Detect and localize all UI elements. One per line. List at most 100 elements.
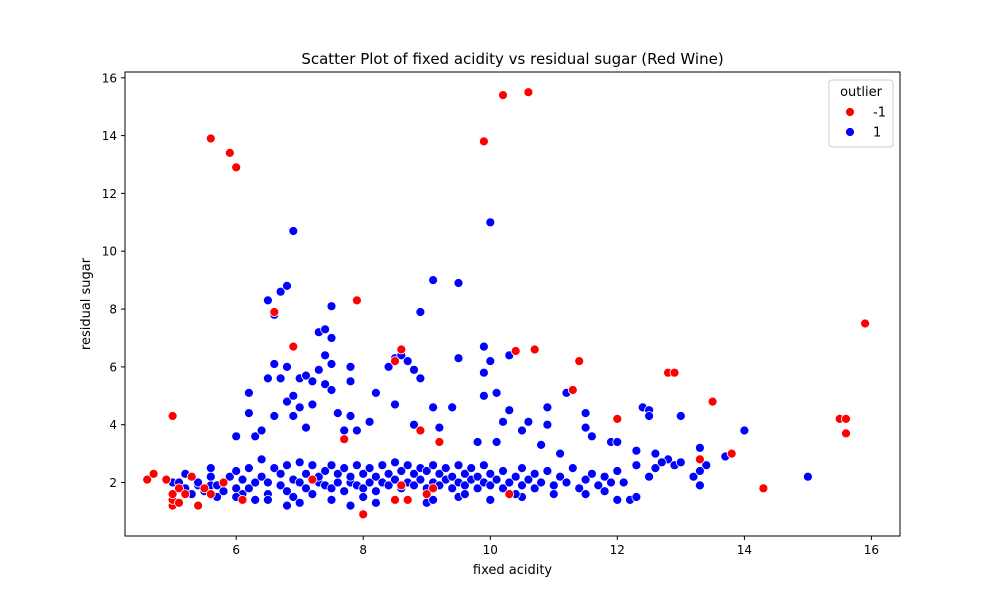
inlier-point-74 (542, 402, 553, 413)
inlier-point-195 (517, 480, 527, 491)
inlier-point-237 (370, 497, 381, 508)
inlier-point-64 (485, 217, 496, 228)
outlier-point-14 (205, 133, 216, 144)
outlier-point-31 (421, 489, 432, 500)
inlier-point-49 (402, 356, 413, 367)
points-layer (142, 87, 870, 520)
inlier-point-221 (695, 466, 705, 476)
inlier-point-19 (288, 226, 299, 236)
inlier-point-113 (243, 483, 254, 494)
outlier-point-9 (180, 489, 191, 500)
inlier-point-199 (529, 468, 540, 479)
legend-label-outlier: -1 (873, 106, 886, 121)
inlier-point-145 (345, 471, 356, 482)
outlier-point-20 (288, 341, 299, 352)
inlier-point-60 (472, 437, 483, 447)
inlier-point-7 (250, 431, 261, 442)
outlier-point-16 (224, 147, 235, 158)
inlier-point-70 (504, 405, 515, 416)
inlier-point-80 (587, 431, 597, 442)
legend-box (828, 79, 894, 148)
inlier-point-150 (364, 477, 375, 488)
outlier-point-41 (574, 356, 585, 367)
inlier-point-87 (650, 448, 661, 459)
inlier-point-130 (301, 483, 311, 494)
inlier-point-137 (320, 466, 331, 476)
inlier-point-90 (688, 471, 699, 482)
outlier-point-32 (428, 483, 439, 494)
inlier-point-35 (326, 359, 337, 369)
legend-marker-outlier (845, 107, 855, 117)
inlier-point-5 (243, 387, 254, 398)
inlier-point-202 (548, 480, 559, 491)
inlier-point-17 (282, 361, 292, 372)
inlier-point-197 (523, 474, 534, 485)
inlier-point-108 (224, 471, 235, 482)
y-tick-label-10: 10 (102, 245, 117, 259)
inlier-point-122 (275, 480, 286, 491)
inlier-point-51 (415, 307, 426, 317)
inlier-point-133 (307, 460, 318, 471)
inlier-point-59 (453, 353, 464, 364)
outlier-point-45 (695, 454, 705, 465)
outlier-point-19 (269, 307, 280, 317)
outlier-point-17 (231, 162, 242, 173)
inlier-point-82 (612, 437, 623, 447)
outlier-point-30 (415, 425, 426, 436)
inlier-point-6 (243, 408, 254, 419)
inlier-point-206 (574, 483, 585, 494)
inlier-point-235 (282, 500, 292, 511)
inlier-point-13 (269, 411, 280, 421)
inlier-point-50 (409, 364, 419, 375)
inlier-point-140 (332, 477, 343, 488)
inlier-point-42 (351, 425, 362, 436)
inlier-point-16 (275, 373, 286, 384)
inlier-point-10 (262, 373, 273, 384)
inlier-point-47 (390, 399, 400, 410)
outlier-point-0 (142, 474, 153, 485)
inlier-point-8 (256, 425, 267, 436)
inlier-point-63 (478, 390, 489, 401)
inlier-point-142 (339, 486, 350, 497)
inlier-point-41 (345, 411, 356, 421)
inlier-point-26 (307, 399, 318, 410)
outlier-point-23 (351, 295, 362, 306)
inlier-point-68 (498, 416, 508, 427)
inlier-point-114 (243, 463, 254, 474)
outlier-point-39 (529, 344, 540, 355)
inlier-point-181 (459, 468, 470, 479)
outlier-point-1 (148, 468, 159, 479)
inlier-point-210 (599, 471, 610, 482)
inlier-point-211 (606, 477, 616, 488)
inlier-point-190 (491, 474, 502, 485)
inlier-point-73 (536, 439, 546, 450)
outlier-point-15 (218, 477, 229, 488)
inlier-point-171 (428, 460, 439, 471)
inlier-point-66 (491, 387, 502, 398)
inlier-point-92 (695, 480, 705, 491)
inlier-point-102 (193, 477, 204, 488)
inlier-point-215 (631, 460, 642, 471)
inlier-point-30 (320, 324, 331, 335)
inlier-point-225 (326, 494, 337, 505)
x-axis-label: fixed acidity (473, 563, 553, 578)
inlier-point-76 (555, 448, 565, 459)
inlier-point-52 (415, 373, 426, 384)
inlier-point-79 (580, 422, 591, 433)
outlier-point-25 (390, 356, 400, 367)
chart-title: Scatter Plot of fixed acidity vs residua… (301, 50, 723, 68)
inlier-point-204 (561, 477, 572, 488)
outlier-point-34 (478, 136, 489, 147)
inlier-point-62 (478, 367, 489, 378)
inlier-point-220 (675, 457, 686, 468)
inlier-point-193 (504, 477, 515, 488)
inlier-point-165 (409, 468, 419, 479)
inlier-point-44 (370, 387, 381, 398)
inlier-point-242 (631, 492, 642, 502)
inlier-point-173 (434, 468, 445, 479)
inlier-point-107 (218, 486, 229, 497)
x-tick-label-6: 6 (232, 543, 240, 557)
outlier-point-22 (339, 434, 350, 445)
inlier-point-110 (231, 466, 242, 476)
